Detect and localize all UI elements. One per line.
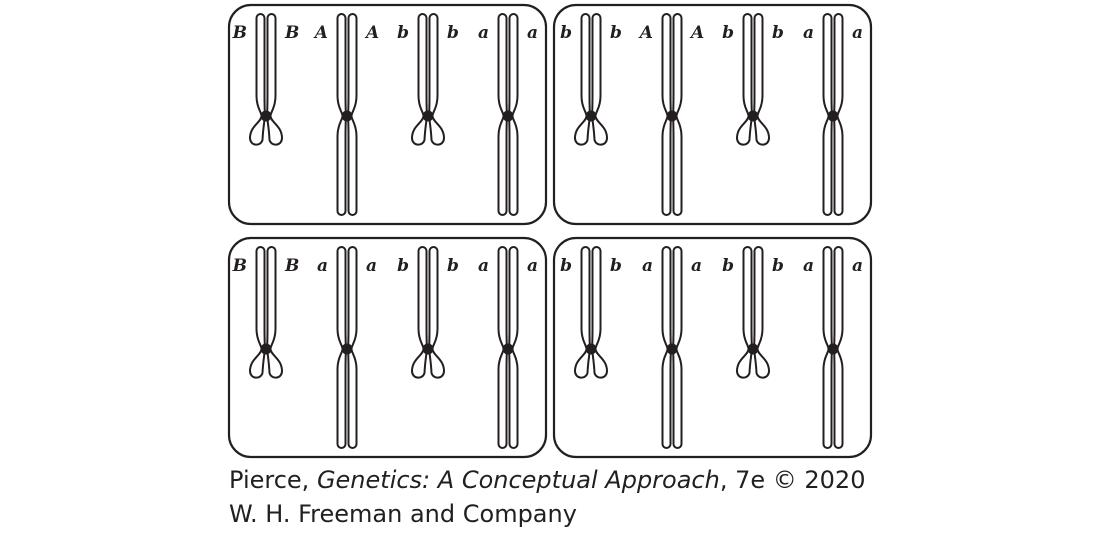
allele-label-left: b [560,256,572,276]
allele-label-left: a [803,256,814,276]
allele-label-right: a [366,256,377,276]
allele-label-left: B [232,256,247,276]
allele-label-left: a [317,256,328,276]
allele-label-left: A [638,23,653,43]
allele-label-left: a [642,256,653,276]
centromere-dot [422,343,434,355]
centromere-dot [341,343,353,355]
allele-label-right: a [852,23,863,43]
allele-label-left: b [560,23,572,43]
allele-label-left: b [397,256,409,276]
centromere-dot [585,110,597,122]
allele-label-right: A [689,23,704,43]
allele-label-right: a [691,256,702,276]
allele-label-left: b [722,256,734,276]
centromere-dot [747,110,759,122]
allele-label-left: A [313,23,328,43]
centromere-dot [422,110,434,122]
allele-label-left: a [478,256,489,276]
centromere-dot [827,343,839,355]
allele-label-left: a [478,23,489,43]
allele-label-left: a [803,23,814,43]
figure-credit: Pierce, Genetics: A Conceptual Approach,… [229,463,865,531]
allele-label-right: b [772,256,784,276]
centromere-dot [666,110,678,122]
centromere-dot [747,343,759,355]
allele-label-right: a [527,256,538,276]
centromere-dot [260,343,272,355]
credit-author: Pierce, [229,466,317,494]
allele-label-right: b [610,23,622,43]
allele-label-right: B [284,256,299,276]
allele-label-right: A [364,23,379,43]
centromere-dot [666,343,678,355]
credit-publisher: W. H. Freeman and Company [229,500,577,528]
allele-label-left: b [397,23,409,43]
centromere-dot [260,110,272,122]
allele-label-right: b [772,23,784,43]
centromere-dot [585,343,597,355]
cell-outline [227,236,548,459]
credit-line-1: Pierce, Genetics: A Conceptual Approach,… [229,463,865,497]
centromere-dot [827,110,839,122]
allele-label-right: b [610,256,622,276]
cell-outline [227,3,548,226]
allele-label-right: B [284,23,299,43]
credit-edition: , 7e © 2020 [719,466,866,494]
allele-label-left: B [232,23,247,43]
allele-label-right: a [852,256,863,276]
centromere-dot [502,343,514,355]
allele-label-left: b [722,23,734,43]
cell-outline [552,3,873,226]
credit-book-title: Genetics: A Conceptual Approach [316,466,720,494]
allele-label-right: b [447,256,459,276]
centromere-dot [341,110,353,122]
cell-outline [552,236,873,459]
allele-label-right: a [527,23,538,43]
allele-label-right: b [447,23,459,43]
centromere-dot [502,110,514,122]
